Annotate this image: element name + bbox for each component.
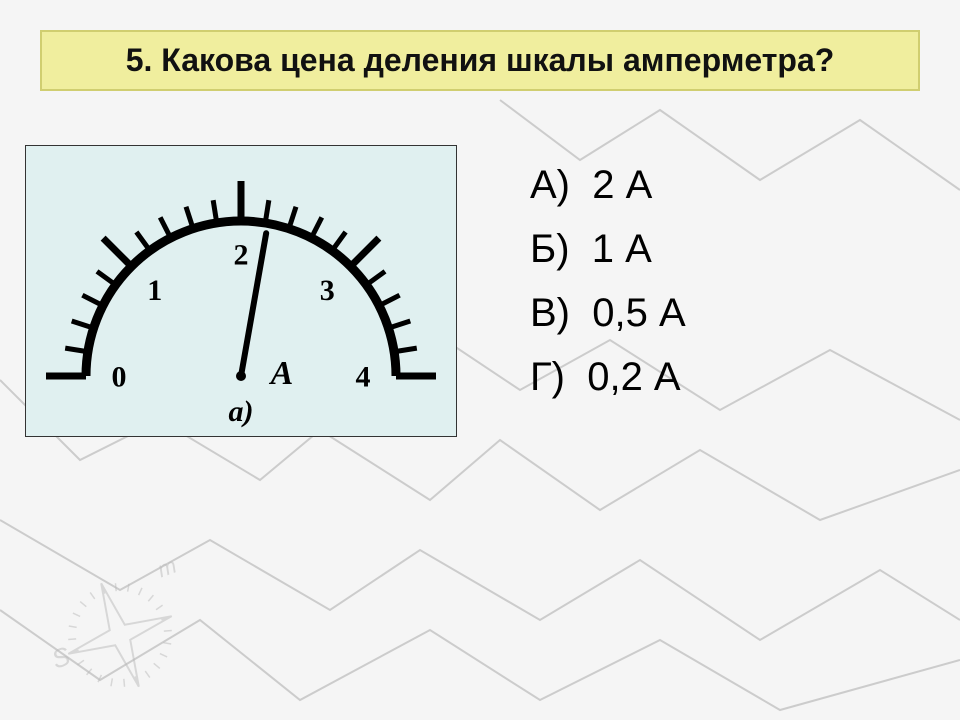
gauge-minor-tick — [379, 295, 399, 305]
gauge-needle-hub — [236, 371, 246, 381]
gauge-major-tick — [103, 238, 131, 266]
gauge-minor-tick — [65, 348, 88, 352]
gauge-tick-label: 4 — [356, 361, 371, 394]
gauge-minor-tick — [82, 295, 102, 305]
gauge-minor-tick — [97, 271, 116, 285]
answer-text: 0,2 А — [565, 355, 681, 399]
gauge-minor-tick — [136, 232, 150, 251]
gauge-tick-label: 2 — [234, 239, 249, 272]
answer-text: 1 А — [570, 227, 652, 271]
gauge-minor-tick — [265, 200, 269, 223]
question-box: 5. Какова цена деления шкалы амперметра? — [40, 30, 920, 91]
gauge-tick-label: 3 — [320, 274, 335, 307]
answer-option: Г) 0,2 А — [530, 347, 686, 407]
gauge-minor-tick — [311, 217, 321, 237]
answer-text: 0,5 А — [570, 291, 686, 335]
gauge-minor-tick — [332, 232, 346, 251]
gauge-tick-label: 1 — [147, 274, 162, 307]
gauge-minor-tick — [186, 207, 193, 229]
answer-option: А) 2 А — [530, 155, 686, 215]
gauge-minor-tick — [394, 348, 417, 352]
question-text: 5. Какова цена деления шкалы амперметра? — [126, 42, 835, 78]
compass-label-s: S — [48, 640, 75, 674]
answer-prefix: Б) — [530, 227, 570, 271]
compass-label-m: m — [154, 555, 180, 582]
ammeter-gauge-box: 0 1 2 3 4 Aa) — [25, 145, 457, 437]
gauge-sub-label: a) — [229, 395, 254, 428]
slide-root: 5. Какова цена деления шкалы амперметра?… — [0, 0, 960, 720]
gauge-unit-label: A — [269, 355, 294, 392]
gauge-minor-tick — [72, 321, 94, 328]
answer-options: А) 2 АБ) 1 АВ) 0,5 АГ) 0,2 А — [530, 155, 686, 411]
question-body: Какова цена деления шкалы амперметра? — [161, 42, 834, 78]
answer-text: 2 А — [570, 163, 652, 207]
answer-option: Б) 1 А — [530, 219, 686, 279]
gauge-minor-tick — [366, 271, 385, 285]
answer-prefix: А) — [530, 163, 570, 207]
gauge-minor-tick — [289, 207, 296, 229]
gauge-minor-tick — [213, 200, 217, 223]
question-number: 5. — [126, 42, 153, 78]
gauge-major-tick — [351, 238, 379, 266]
gauge-minor-tick — [160, 217, 170, 237]
compass-decoration: Sm — [25, 555, 205, 695]
gauge-minor-tick — [388, 321, 410, 328]
ammeter-gauge-svg: 0 1 2 3 4 Aa) — [26, 146, 456, 436]
answer-prefix: В) — [530, 291, 570, 335]
answer-option: В) 0,5 А — [530, 283, 686, 343]
gauge-tick-label: 0 — [112, 361, 127, 394]
answer-prefix: Г) — [530, 355, 565, 399]
